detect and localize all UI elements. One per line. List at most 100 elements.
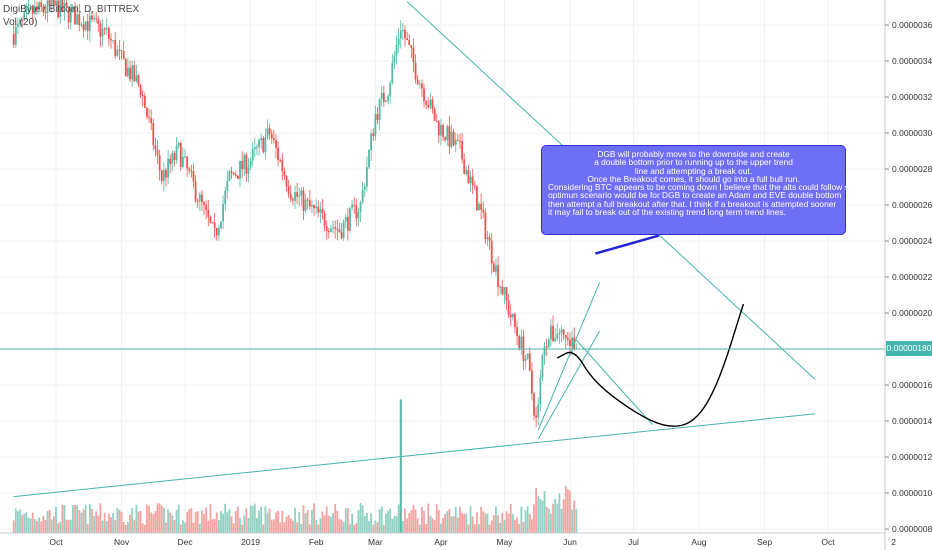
candle-body [321, 209, 324, 214]
volume-bar [550, 513, 552, 533]
candle-body [129, 67, 131, 80]
volume-bar [306, 509, 309, 533]
volume-bar [217, 520, 220, 533]
candle-body [463, 159, 466, 175]
candle-body [84, 21, 87, 31]
volume-bar [230, 516, 233, 533]
volume-bar [50, 519, 53, 533]
candle-body [33, 6, 36, 14]
candle-body [556, 334, 559, 339]
volume-bar [416, 518, 419, 533]
volume-bar [528, 513, 531, 533]
volume-bar [213, 518, 216, 533]
candle-body [418, 83, 421, 85]
candle-body [484, 212, 487, 240]
volume-bar [129, 514, 131, 533]
candle-body [490, 240, 493, 264]
candle-body [399, 30, 402, 39]
volume-bar [220, 511, 222, 533]
candle-body [416, 79, 419, 85]
candle-body [486, 237, 489, 240]
volume-bar [69, 519, 72, 533]
candle-body [93, 18, 95, 20]
volume-bar [264, 506, 267, 533]
candle-body [564, 335, 567, 338]
candle-body [473, 185, 476, 187]
candle-body [220, 221, 222, 229]
volume-bar [236, 506, 239, 533]
volume-bar [344, 508, 347, 533]
volume-bar [353, 524, 356, 533]
volume-bar [245, 508, 248, 533]
candle-body [59, 0, 62, 18]
volume-bar [524, 510, 527, 533]
volume-bar [511, 513, 514, 533]
volume-bar [42, 515, 45, 533]
volume-bar [315, 520, 318, 533]
volume-bar [86, 524, 89, 533]
candle-body [355, 205, 358, 219]
volume-bar [29, 518, 32, 533]
volume-bar [503, 519, 506, 533]
volume-bar [285, 516, 288, 533]
candle-body [253, 147, 256, 150]
candle-body [281, 160, 284, 172]
volume-bar [266, 512, 269, 533]
symbol-title: DigiByte / Bitcoin, D, BITTREX [3, 4, 140, 15]
volume-bar [418, 524, 421, 533]
volume-bar [308, 524, 311, 533]
volume-bar [397, 504, 400, 533]
volume-bar [14, 508, 17, 533]
annotation-line: line and attempting a break out. [634, 165, 753, 176]
candle-body [545, 346, 548, 348]
candle-body [450, 131, 453, 147]
candle-body [63, 2, 66, 12]
volume-bar [38, 517, 40, 533]
x-tick-label: Jun [563, 537, 577, 547]
volume-bar [224, 503, 227, 533]
volume-bar [63, 505, 66, 533]
volume-bar [194, 512, 197, 533]
volume-bar [289, 518, 292, 533]
volume-bar [179, 524, 182, 533]
candle-body [325, 226, 328, 232]
candle-body [38, 2, 40, 11]
candle-body [29, 7, 32, 9]
volume-bar [372, 524, 375, 533]
volume-bar [52, 516, 55, 533]
volume-bar [152, 514, 155, 533]
volume-bar [378, 509, 381, 533]
candle-body [154, 145, 157, 150]
candle-body [319, 209, 322, 213]
volume-bar [552, 503, 554, 533]
volume-bar [480, 506, 483, 533]
candle-body [389, 83, 392, 97]
volume-bar [423, 511, 425, 533]
volume-bar [80, 512, 83, 533]
volume-bar [25, 512, 28, 533]
candle-body [198, 194, 201, 202]
candle-body [539, 377, 542, 405]
candle-body [137, 75, 140, 85]
candle-body [95, 18, 98, 20]
candle-body [306, 199, 309, 201]
candle-body [300, 190, 303, 196]
volume-bar [124, 524, 127, 533]
volume-bar [342, 521, 345, 533]
candle-body [344, 217, 347, 222]
annotation-callout[interactable]: DGB will probably move to the downside a… [541, 145, 860, 235]
volume-bar [431, 518, 434, 533]
volume-bar [486, 513, 489, 533]
volume-bar [368, 520, 370, 533]
volume-bar [488, 524, 491, 533]
volume-group [12, 399, 578, 533]
candle-body [294, 192, 296, 201]
volume-bar [444, 513, 447, 533]
candle-body [190, 170, 193, 172]
volume-bar [67, 519, 70, 533]
volume-bar [522, 522, 525, 533]
candle-body [287, 186, 290, 194]
volume-bar [459, 506, 461, 533]
